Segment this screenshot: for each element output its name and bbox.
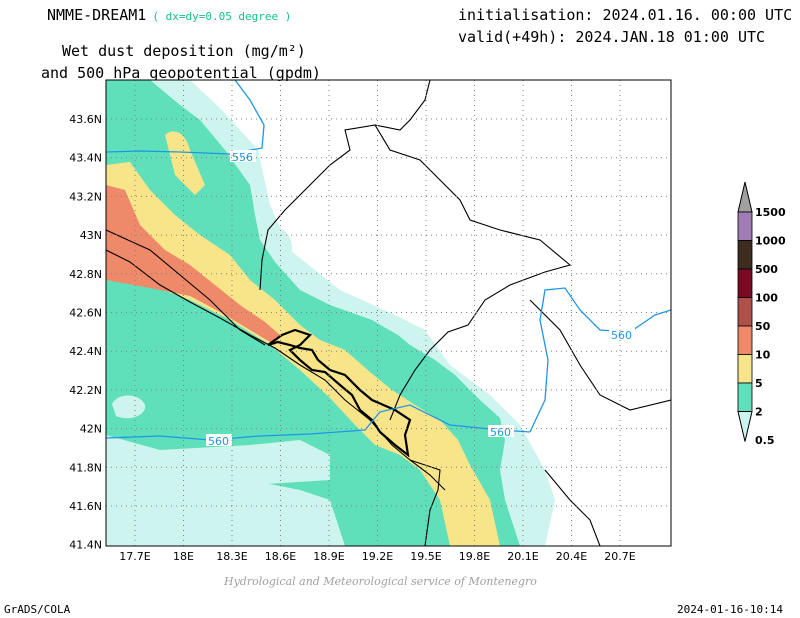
legend-label: 100: [755, 292, 778, 305]
model-resolution: ( dx=dy=0.05 degree ): [152, 10, 292, 23]
legend-label: 5: [755, 377, 763, 390]
deposition-spot-2: [112, 395, 146, 419]
contour-label-bg: [488, 425, 514, 437]
legend-top-arrow: [737, 181, 753, 213]
lat-tick-label: 42N: [80, 423, 102, 436]
lon-tick-label: 20.1E: [507, 550, 538, 563]
grid-lines: [106, 80, 671, 546]
lon-tick-labels: 17.7E 18E 18.3E 18.6E 18.9E 19.2E 19.5E 19.8E 20…: [119, 550, 635, 563]
contour-label-556: 556: [232, 151, 253, 164]
lat-tick-label: 43.4N: [69, 152, 102, 165]
legend-label: 500: [755, 263, 778, 276]
lon-tick-label: 19.5E: [410, 550, 441, 563]
lat-tick-label: 41.6N: [69, 500, 102, 513]
deposition-hole-2: [106, 435, 330, 492]
color-legend: 1500 1000 500 100 50 10 5 2 0.5: [737, 181, 786, 447]
lat-tick-label: 43N: [80, 229, 102, 242]
lon-tick-label: 18E: [173, 550, 194, 563]
lat-tick-label: 42.4N: [69, 345, 102, 358]
lon-tick-label: 18.9E: [313, 550, 344, 563]
legend-swatch: [737, 297, 753, 327]
lat-tick-labels: 43.6N 43.4N 43.2N 43N 42.8N 42.6N 42.4N 42.2N 42…: [69, 113, 102, 552]
lon-tick-label: 18.6E: [265, 550, 296, 563]
legend-swatch: [737, 354, 753, 384]
deposition-band-10: [106, 185, 280, 345]
legend-label: 2: [755, 406, 763, 419]
legend-label: 50: [755, 320, 771, 333]
border-east: [529, 299, 671, 411]
border-kosovo: [374, 80, 431, 131]
contour-560-west: [106, 404, 531, 441]
footer-software: GrADS/COLA: [4, 603, 71, 616]
legend-label: 1000: [755, 235, 786, 248]
lat-tick-label: 43.2N: [69, 190, 102, 203]
border-bosnia: [106, 229, 266, 346]
lat-tick-label: 41.4N: [69, 539, 102, 552]
contour-label-560-a: 560: [208, 435, 229, 448]
model-title: NMME-DREAM1 ( dx=dy=0.05 degree ): [47, 6, 291, 24]
contour-label-bg: [206, 434, 232, 446]
lat-tick-label: 43.6N: [69, 113, 102, 126]
coastline-path: [106, 249, 446, 491]
contour-label-bg: [609, 328, 635, 340]
contour-560-east: [529, 287, 671, 433]
lon-tick-label: 18.3E: [216, 550, 247, 563]
border-macedonia: [544, 469, 601, 546]
footer-timestamp: 2024-01-16-10:14: [677, 603, 783, 616]
contour-label-bg: [230, 150, 256, 162]
lon-tick-label: 20.7E: [604, 550, 635, 563]
lat-tick-label: 42.2N: [69, 384, 102, 397]
model-name: NMME-DREAM1: [47, 6, 147, 24]
borders: [106, 80, 671, 546]
lon-tick-label: 19.2E: [362, 550, 393, 563]
init-time: initialisation: 2024.01.16. 00:00 UTC: [458, 6, 793, 24]
legend-label: 1500: [755, 206, 786, 219]
deposition-field: [106, 80, 555, 546]
variable-title-line2: and 500 hPa geopotential (gpdm): [41, 64, 321, 82]
legend-label: 10: [755, 349, 771, 362]
lon-tick-label: 17.7E: [119, 550, 150, 563]
map-frame: [105, 79, 672, 547]
lat-tick-label: 42.6N: [69, 307, 102, 320]
legend-swatch: [737, 240, 753, 270]
contour-label-560-c: 560: [611, 329, 632, 342]
lat-tick-label: 41.8N: [69, 461, 102, 474]
lat-tick-label: 42.8N: [69, 268, 102, 281]
montenegro-border: [267, 328, 412, 458]
legend-label: 0.5: [755, 434, 775, 447]
legend-swatch: [737, 325, 753, 355]
valid-time: valid(+49h): 2024.JAN.18 01:00 UTC: [458, 28, 766, 46]
border-inland: [259, 124, 572, 421]
legend-swatch: [737, 268, 753, 298]
contour-label-560-b: 560: [490, 426, 511, 439]
legend-swatch: [737, 211, 753, 241]
lon-tick-label: 19.8E: [459, 550, 490, 563]
border-albania: [409, 459, 441, 546]
deposition-spot-5a: [165, 131, 205, 195]
legend-swatch: [737, 382, 753, 412]
contour-labels: 556 560 560 560: [206, 150, 635, 448]
lon-tick-label: 20.4E: [556, 550, 587, 563]
credit-text: Hydrological and Meteorological service …: [224, 575, 537, 588]
legend-bottom-arrow: [737, 411, 753, 442]
variable-title-line1: Wet dust deposition (mg/m²): [62, 42, 306, 60]
